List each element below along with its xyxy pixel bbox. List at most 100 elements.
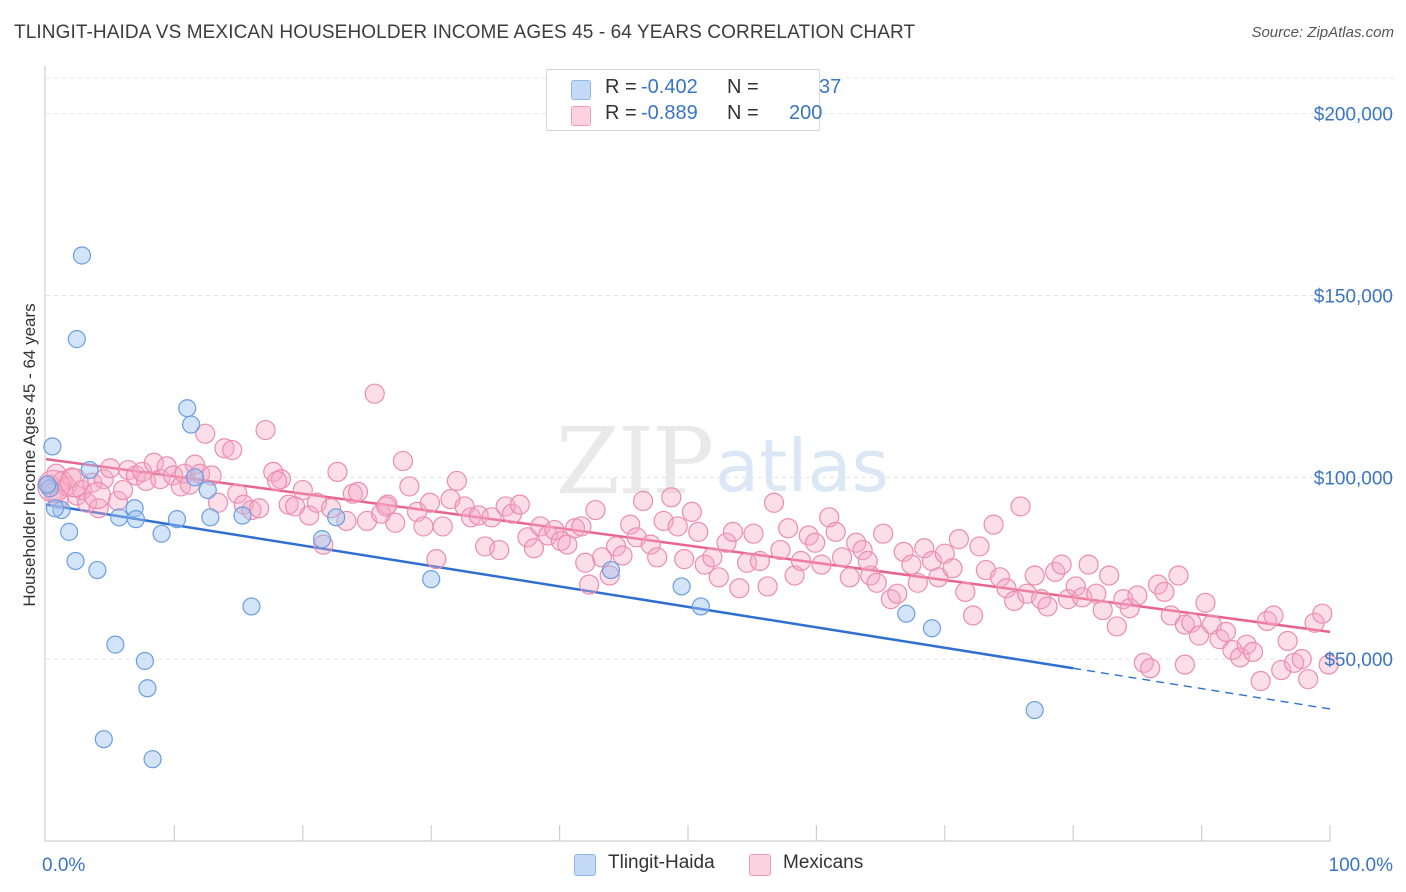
mexicans-point (599, 565, 620, 586)
mexicans-point (831, 547, 853, 568)
tlingit-haida-point (601, 560, 621, 580)
axes (44, 66, 1331, 842)
tlingit-haida-point (88, 560, 107, 580)
mexicans-point (249, 498, 270, 519)
mexicans-point (702, 547, 723, 568)
mexicans-point (1271, 659, 1292, 681)
mexicans-point (454, 496, 475, 517)
mexicans-point (1078, 554, 1099, 575)
mexicans-point (1277, 630, 1298, 652)
tlingit-haida-point (80, 460, 99, 480)
tlingit-haida-point (201, 508, 220, 527)
y-tick-label: $200,000 (1314, 105, 1393, 126)
mexicans-point (640, 534, 661, 555)
mexicans-point (989, 567, 1011, 588)
y-tick-label: $50,000 (1324, 650, 1393, 671)
mexicans-point (681, 501, 702, 522)
tlingit-haida-point (312, 530, 332, 549)
mexicans-point (1140, 658, 1161, 679)
y-tick-label: $100,000 (1314, 468, 1393, 489)
x-tick-label-start: 0.0% (42, 855, 85, 876)
mexicans-point (83, 481, 111, 510)
n-value-tlingit-haida: 37 (819, 76, 842, 98)
mexicans-point (914, 538, 935, 559)
tick-labels: $50,000 $100,000 $150,000 $200,000 0.0% 100.0… (42, 105, 1393, 876)
mexicans-point (667, 516, 688, 537)
mexicans-point (893, 541, 914, 562)
tlingit-haida-point (138, 679, 157, 698)
tlingit-haida-point (143, 750, 162, 769)
tlingit-haida-trend-solid (45, 503, 1074, 670)
r-label: R = (605, 102, 637, 124)
mexicans-point (1106, 616, 1127, 637)
source-label: Source: ZipAtlas.com (1251, 24, 1394, 41)
mexicans-point (778, 518, 799, 539)
mexicans-point (948, 529, 970, 550)
chart-title: TLINGIT-HAIDA VS MEXICAN HOUSEHOLDER INC… (14, 22, 916, 43)
tlingit-haida-point (198, 480, 217, 500)
tlingit-haida-point (52, 500, 71, 520)
mexicans-point (1160, 605, 1181, 626)
mexicans-point (757, 576, 778, 597)
mexicans-point (255, 419, 276, 441)
n-label: N = (727, 102, 759, 124)
mexicans-point (267, 470, 288, 492)
mexicans-point (873, 523, 894, 544)
mexicans-point (432, 516, 453, 537)
mexicans-point (969, 536, 990, 557)
mexicans-point (241, 499, 262, 521)
series-legend: Tlingit-Haida Mexicans (0, 852, 1406, 878)
mexicans-point (722, 521, 744, 542)
mexicans-point (93, 469, 114, 490)
tlingit-haida-point (72, 246, 92, 265)
mexicans-point (585, 499, 606, 521)
n-label: N = (727, 76, 759, 98)
mexicans-point (468, 505, 489, 526)
mexicans-point (887, 583, 908, 604)
mexicans-point (489, 539, 510, 561)
mexicans-point (857, 550, 878, 572)
tlingit-haida-point (1025, 700, 1044, 720)
mexicans-point (763, 492, 785, 513)
mexicans-legend-label: Mexicans (783, 852, 864, 873)
mexicans-legend-swatch (749, 854, 771, 876)
mexicans-point (907, 572, 928, 593)
mexicans-point (1037, 596, 1058, 617)
mexicans-point (1099, 565, 1120, 586)
mexicans-point (460, 507, 482, 528)
mexicans-point (537, 525, 559, 546)
mexicans-point (1010, 496, 1031, 517)
tlingit-haida-point (178, 399, 197, 418)
tlingit-haida-point (67, 330, 86, 349)
mexicans-point (1242, 641, 1264, 662)
mexicans-point (942, 558, 963, 579)
mexicans-point (743, 523, 764, 544)
mexicans-point (71, 479, 93, 501)
mexicans-point (749, 550, 771, 572)
mexicans-point (100, 458, 121, 479)
tlingit-haida-point (126, 510, 145, 529)
mexicans-point (284, 496, 306, 517)
tlingit-haida-point (110, 508, 129, 527)
mexicans-point (1230, 647, 1251, 668)
x-tick-label-end: 100.0% (1329, 855, 1394, 876)
mexicans-point (313, 534, 334, 555)
mexicans-trend-solid (45, 457, 1331, 634)
tlingit-haida-point (233, 506, 252, 525)
r-value-mexicans: -0.889 (641, 102, 698, 124)
r-value-tlingit-haida: -0.402 (641, 76, 698, 98)
mexicans-point (928, 567, 949, 588)
mexicans-point (729, 578, 750, 599)
mexicans-swatch (571, 106, 591, 126)
mexicans-point (1256, 610, 1278, 632)
mexicans-point (376, 496, 397, 517)
mexicans-point (1174, 654, 1196, 675)
mexicans-point (694, 554, 715, 575)
mexicans-point (481, 507, 502, 528)
mexicans-point (509, 494, 530, 515)
tlingit-haida-point (94, 730, 113, 749)
mexicans-point (575, 552, 596, 573)
mexicans-point (1133, 652, 1154, 673)
tlingit-haida-point (152, 524, 171, 543)
